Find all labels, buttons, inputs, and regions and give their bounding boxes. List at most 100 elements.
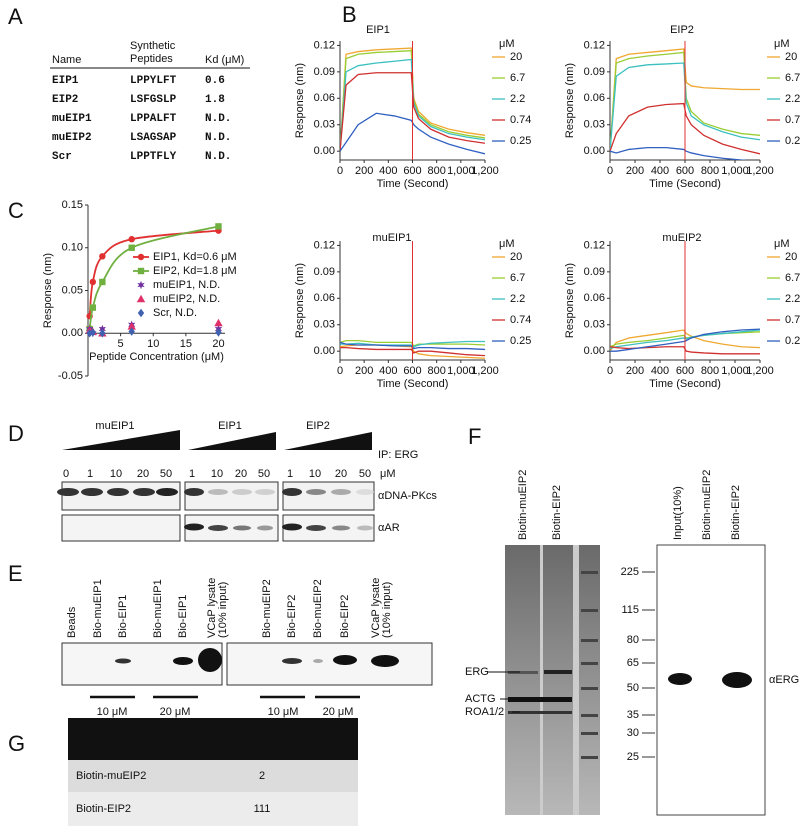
x-tick-label: 0 xyxy=(607,365,613,377)
y-tick-label: 0.06 xyxy=(314,92,335,104)
blot-frame xyxy=(61,642,223,686)
concentration: 10 xyxy=(211,468,223,480)
table-cell: Biotin-muEIP2 xyxy=(76,770,146,782)
point xyxy=(215,328,222,337)
x-tick-label: 1,200 xyxy=(471,365,499,377)
x-tick-label: 200 xyxy=(355,365,373,377)
ladder-band xyxy=(581,732,598,735)
y-tick-label: 0.09 xyxy=(314,66,335,78)
legend-label: 20 xyxy=(510,51,522,63)
x-tick-label: 20 xyxy=(212,338,224,350)
legend-marker xyxy=(137,308,145,318)
lane-label: Biotin-muEIP2 xyxy=(517,470,529,540)
blot-frame xyxy=(226,642,433,686)
x-tick-label: 1,200 xyxy=(746,365,774,377)
point xyxy=(128,244,135,251)
gradient-triangle xyxy=(284,432,372,450)
legend-label: muEIP1, N.D. xyxy=(153,279,220,291)
x-tick-label: 200 xyxy=(626,165,644,177)
y-tick-label: 0.03 xyxy=(584,319,605,331)
y-tick-label: 0.00 xyxy=(584,145,605,157)
band xyxy=(306,525,326,531)
size-marker: 115 xyxy=(621,604,639,616)
lane-label: VCaP lysate xyxy=(206,578,218,638)
legend-label: 20 xyxy=(785,51,797,63)
legend-label: 0.25 xyxy=(785,135,800,147)
blot-frame xyxy=(61,481,181,511)
ladder-band xyxy=(581,714,598,717)
band xyxy=(722,672,752,688)
band xyxy=(133,488,155,496)
concentration: 20 μM xyxy=(160,706,191,718)
concentration: 10 μM xyxy=(268,706,299,718)
antibody: αERG xyxy=(769,674,799,686)
x-tick-label: 1,200 xyxy=(471,165,499,177)
point xyxy=(89,328,97,337)
band xyxy=(115,658,131,664)
band xyxy=(282,658,302,664)
point xyxy=(98,324,106,334)
blot-frame xyxy=(61,514,181,542)
y-tick-label: 0.12 xyxy=(584,39,605,51)
band xyxy=(544,670,572,674)
legend-label: 6.7 xyxy=(510,272,525,284)
ladder-band xyxy=(581,662,598,665)
table-cell: LSAGSAP xyxy=(130,132,177,144)
band xyxy=(208,525,228,531)
x-tick-label: 800 xyxy=(701,165,719,177)
blot-frame xyxy=(282,481,375,511)
table-row xyxy=(68,760,358,792)
table-header: Name xyxy=(52,54,81,66)
band xyxy=(331,489,351,495)
panel-label: G xyxy=(8,731,25,756)
table-header xyxy=(68,718,358,760)
x-tick-label: 1,000 xyxy=(721,165,749,177)
lane-label: Bio-muEIP2 xyxy=(312,579,324,638)
concentration: 50 xyxy=(359,468,371,480)
lane-label: Bio-EIP2 xyxy=(286,595,298,638)
y-axis-label: Response (nm) xyxy=(42,253,54,328)
x-tick-label: 0 xyxy=(337,165,343,177)
table-cell: muEIP1 xyxy=(52,113,92,125)
legend-label: 0.25 xyxy=(510,335,531,347)
band xyxy=(208,489,228,495)
antibody: αDNA-PKcs xyxy=(378,490,437,502)
band xyxy=(357,525,373,531)
legend-label: 20 xyxy=(510,251,522,263)
band xyxy=(57,488,79,496)
table-cell: 1.8 xyxy=(205,94,225,106)
x-tick-label: 0 xyxy=(337,365,343,377)
x-tick-label: 0 xyxy=(607,165,613,177)
legend-label: EIP1, Kd=0.6 μM xyxy=(153,251,237,263)
lane-label: Biotin-EIP2 xyxy=(730,485,742,540)
y-tick-label: 0.09 xyxy=(314,266,335,278)
lane-label: Biotin-EIP2 xyxy=(551,485,563,540)
x-tick-label: 5 xyxy=(118,338,124,350)
x-tick-label: 1,200 xyxy=(746,165,774,177)
chart-title: muEIP1 xyxy=(372,232,411,244)
x-axis-label: Time (Second) xyxy=(649,378,721,390)
y-tick-label: 0.03 xyxy=(584,119,605,131)
band xyxy=(333,655,357,665)
lane-label: Bio-EIP1 xyxy=(117,595,129,638)
x-axis-label: Peptide Concentration (μM) xyxy=(89,351,224,363)
table-row xyxy=(68,792,358,826)
point xyxy=(99,253,106,260)
table-cell: 2 xyxy=(259,770,265,782)
lane-label: Biotin-muEIP2 xyxy=(701,470,713,540)
point xyxy=(89,278,97,286)
lane-gap xyxy=(540,545,543,815)
x-tick-label: 1,000 xyxy=(447,165,475,177)
legend-label: 0.25 xyxy=(785,335,800,347)
band xyxy=(332,525,350,531)
size-marker: 35 xyxy=(627,709,639,721)
table-cell: 0.6 xyxy=(205,75,225,87)
blot-d xyxy=(57,481,375,542)
gel-f xyxy=(488,544,766,816)
x-tick-label: 400 xyxy=(651,365,669,377)
y-axis-label: Response (nm) xyxy=(564,263,576,338)
x-axis-label: Time (Second) xyxy=(377,178,449,190)
concentration: 1 xyxy=(287,468,293,480)
band xyxy=(313,659,323,663)
table-cell: N.D. xyxy=(205,113,231,125)
